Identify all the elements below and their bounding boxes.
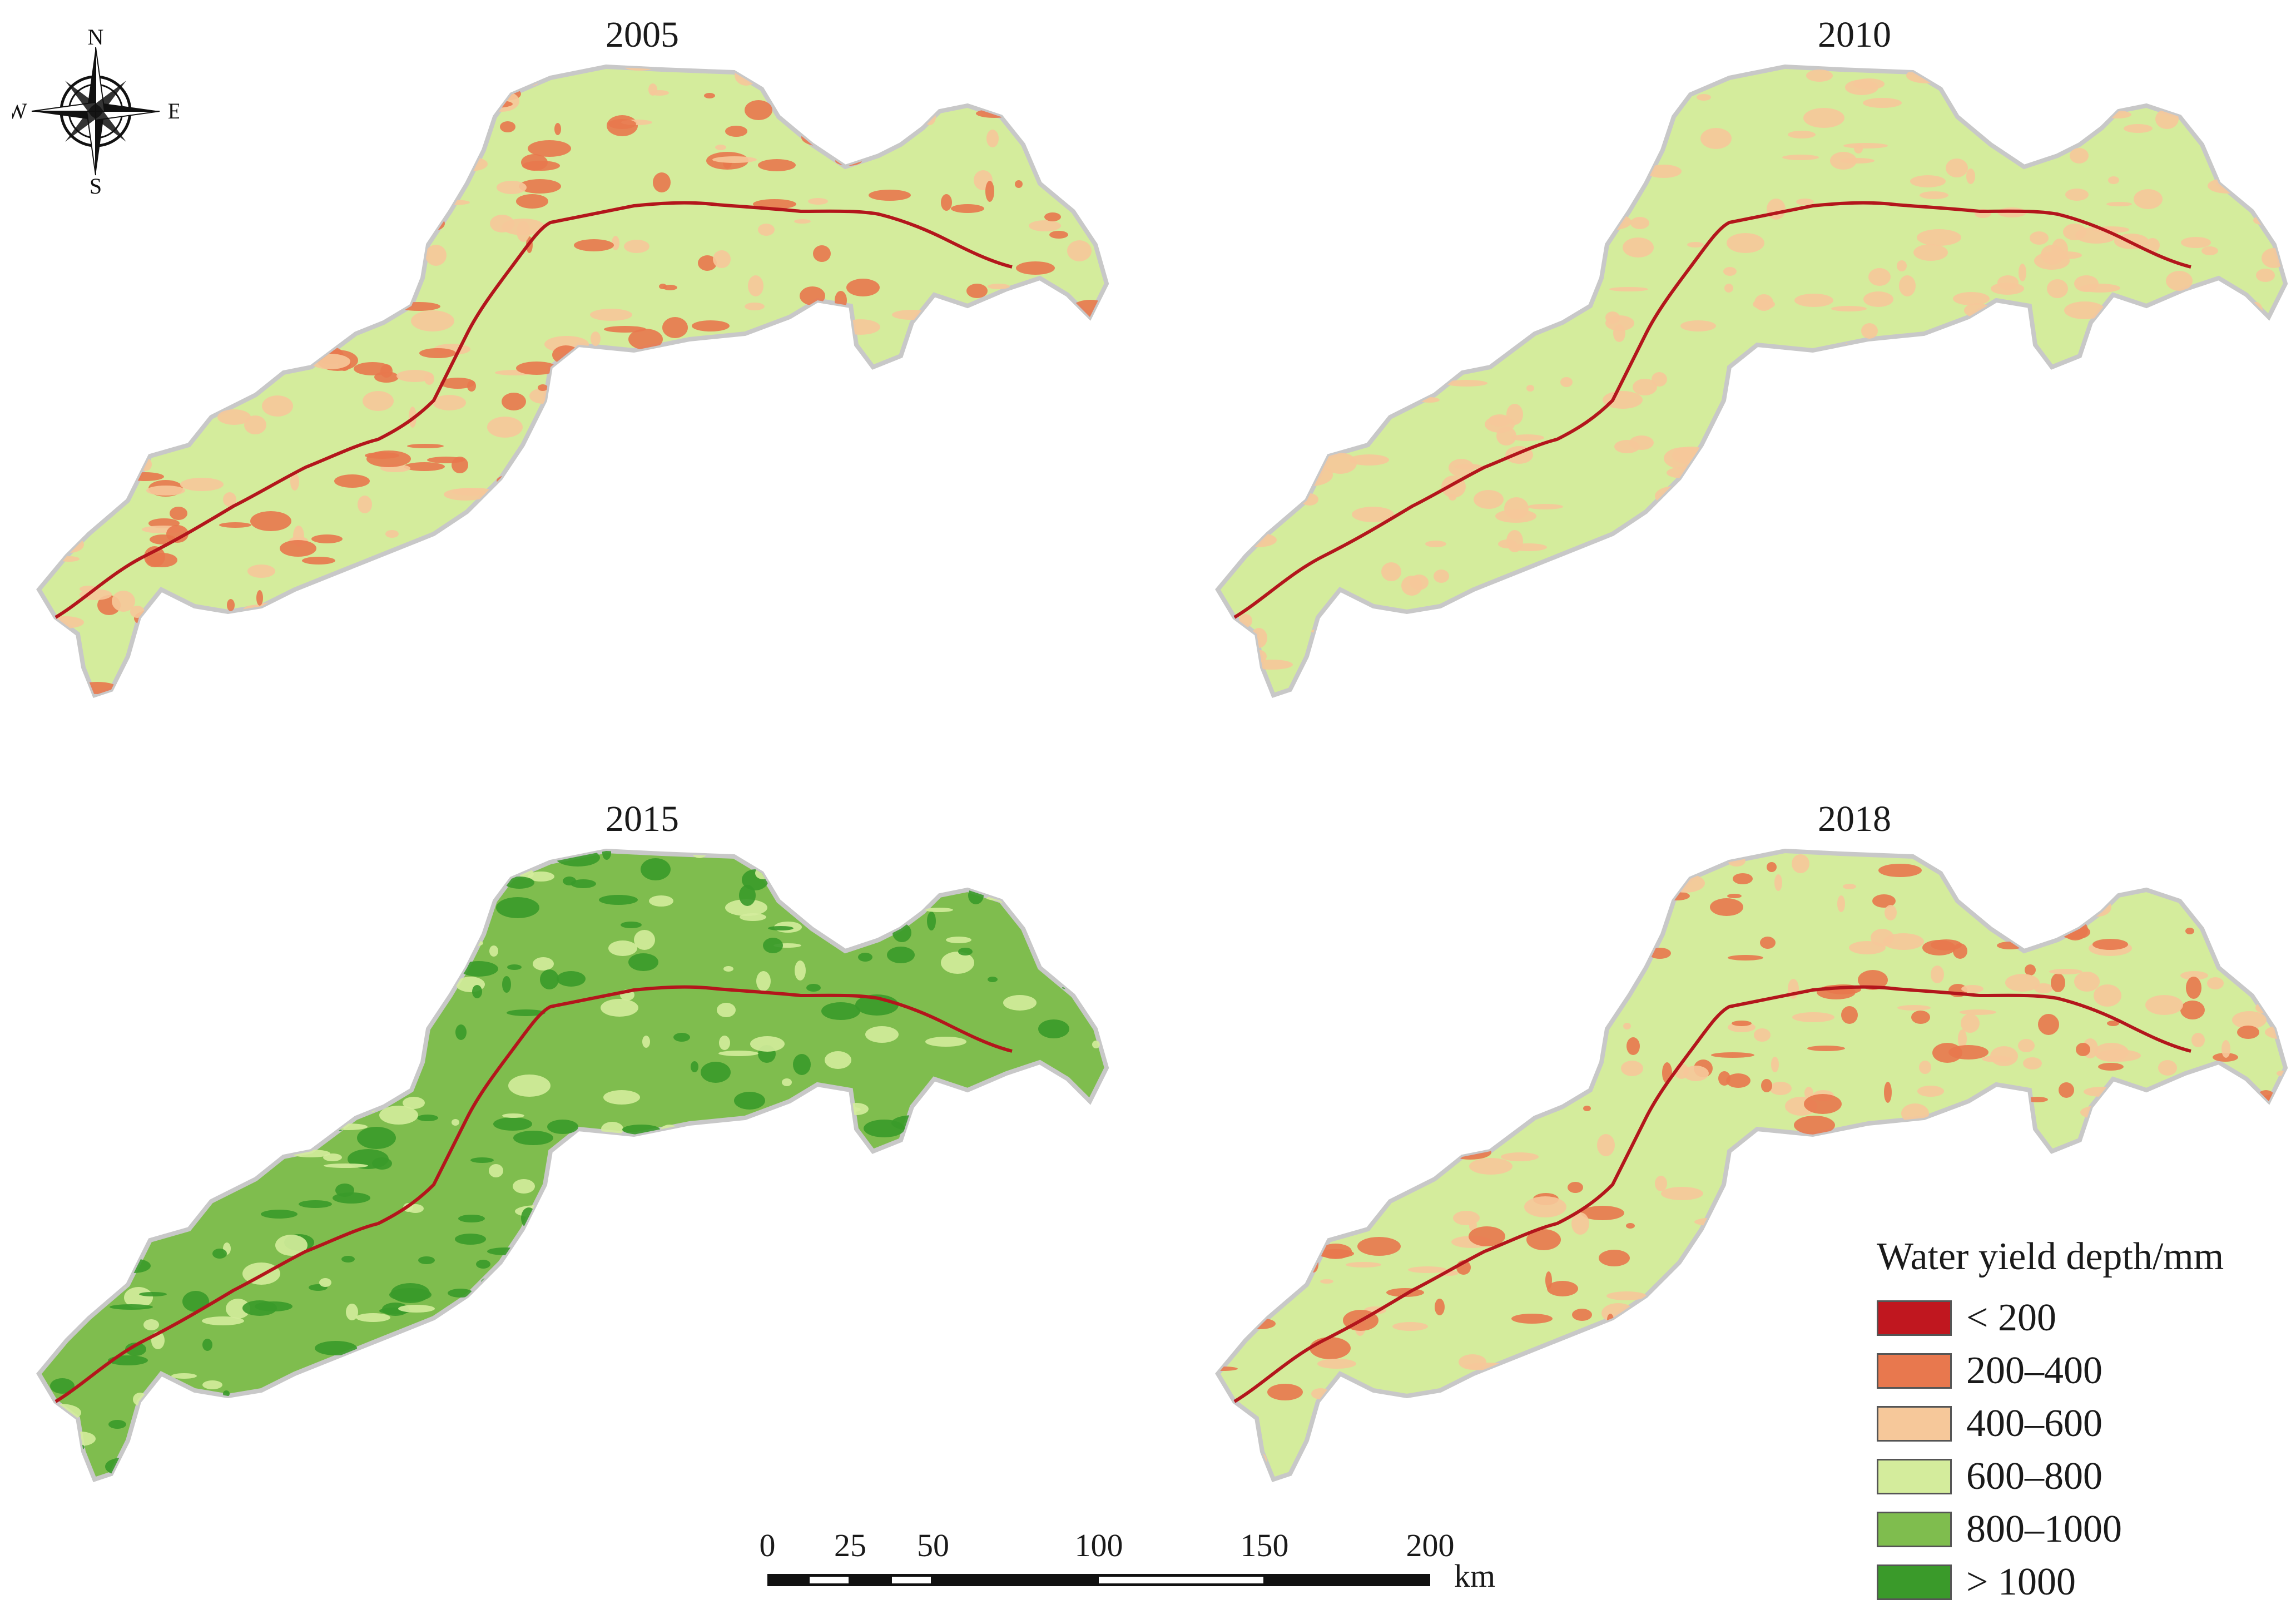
scale-tick-label: 0 [759,1527,776,1563]
map-2018 [1215,848,2288,1482]
legend-label: 600–800 [1966,1454,2102,1498]
basin-boundary [36,64,1109,698]
legend-item: 800–1000 [1877,1503,2288,1556]
legend-label: < 200 [1966,1296,2056,1339]
compass-rose-icon: N S W E [12,28,179,195]
compass-w: W [12,98,27,123]
legend-item: 200–400 [1877,1344,2288,1397]
legend-swatch [1877,1405,1952,1442]
compass-n: N [88,28,104,49]
legend-label: 800–1000 [1966,1507,2122,1551]
legend-label: > 1000 [1966,1560,2076,1603]
scale-tick-label: 150 [1240,1527,1289,1563]
river [1233,201,2191,619]
basin-boundary [1215,64,2288,698]
scale-unit: km [1454,1558,1496,1594]
legend-swatch [1877,1458,1952,1494]
river [54,985,1013,1403]
map-2005 [36,64,1109,698]
legend-swatch [1877,1300,1952,1336]
panel-title-2010: 2010 [1818,14,1891,55]
legend-swatch [1877,1564,1952,1600]
legend-swatch [1877,1353,1952,1389]
legend-swatch [1877,1511,1952,1547]
basin-boundary [1215,848,2288,1482]
compass-e: E [168,98,179,123]
scale-bar: 0 25 50 100 150 200 km [760,1527,1546,1610]
basin-boundary [36,848,1109,1482]
scale-tick-label: 50 [917,1527,949,1563]
scale-tick-label: 25 [834,1527,866,1563]
legend-item: < 200 [1877,1291,2288,1344]
legend-label: 400–600 [1966,1402,2102,1445]
scale-bar-graphic [767,1574,1430,1586]
compass-s: S [90,174,102,195]
legend-title: Water yield depth/mm [1877,1235,2224,1278]
river [1233,985,2191,1403]
river [54,201,1013,619]
panel-title-2018: 2018 [1818,799,1891,839]
legend-label: 200–400 [1966,1349,2102,1392]
panel-title-2005: 2005 [606,14,679,55]
legend: Water yield depth/mm < 200 200–400 400–6… [1877,1235,2288,1608]
legend-item: 600–800 [1877,1450,2288,1503]
map-2010 [1215,64,2288,698]
map-2015 [36,848,1109,1482]
scale-tick-label: 100 [1074,1527,1123,1563]
legend-item: > 1000 [1877,1556,2288,1608]
panel-title-2015: 2015 [606,799,679,839]
scale-tick-label: 200 [1406,1527,1455,1563]
legend-item: 400–600 [1877,1397,2288,1450]
